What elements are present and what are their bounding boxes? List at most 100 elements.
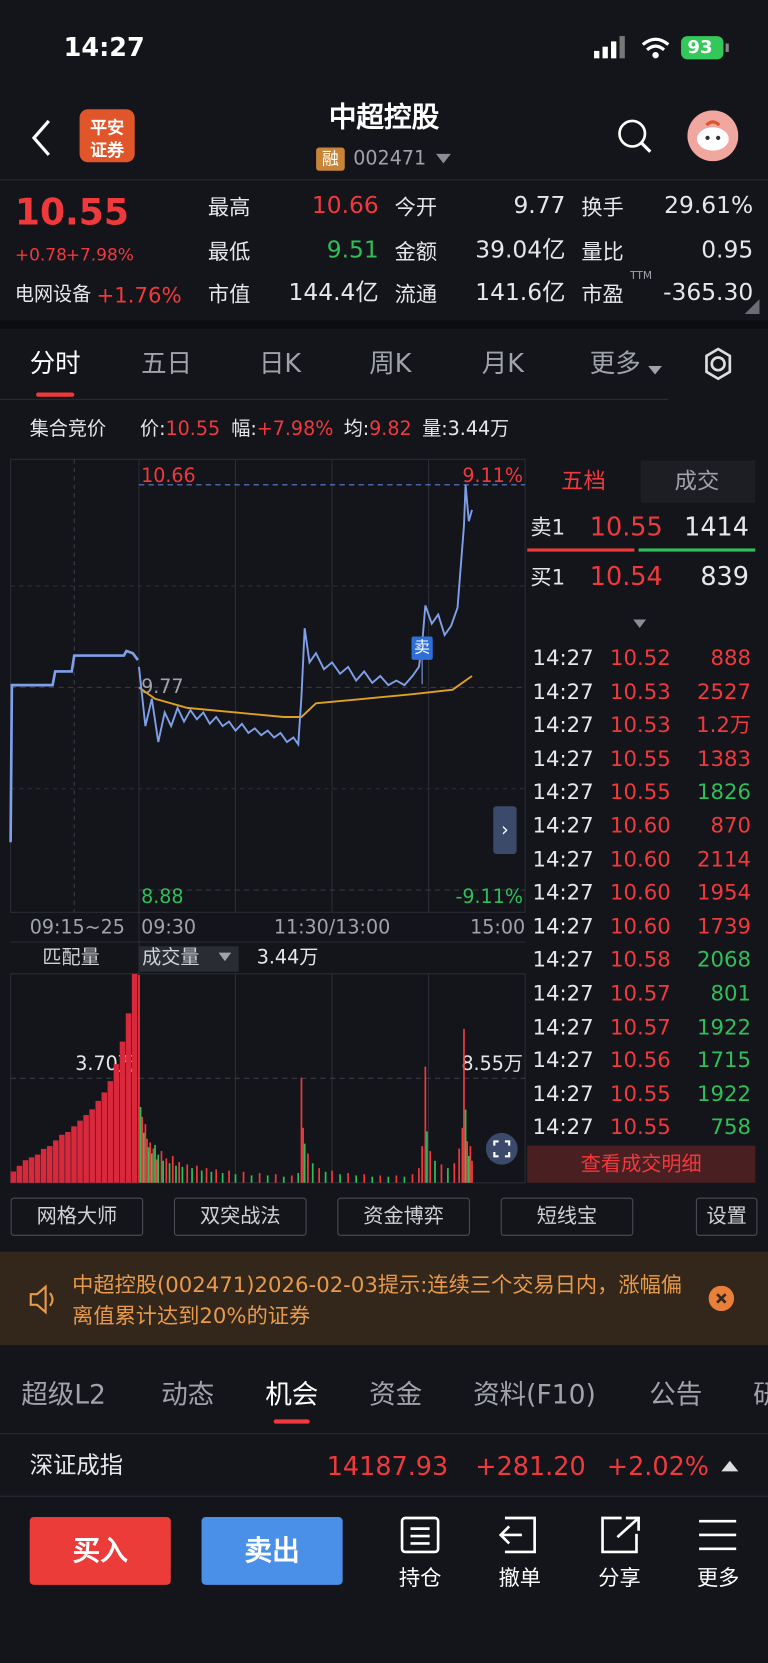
avatar[interactable]	[687, 110, 739, 162]
volume-bar	[307, 1153, 309, 1183]
volume-selector[interactable]	[138, 946, 239, 972]
period-tab[interactable]: 日K	[258, 348, 302, 379]
info-tab[interactable]: 公告	[649, 1379, 703, 1410]
stat-label: 市盈	[581, 281, 624, 307]
buy-label[interactable]: 买入	[72, 1535, 128, 1568]
trade-price: 10.52	[609, 644, 671, 671]
y-tick-label: 9.77	[141, 675, 183, 698]
info-tab[interactable]: 超级L2	[21, 1379, 106, 1410]
status-icons	[594, 36, 729, 60]
trade-price: 10.55	[609, 1114, 671, 1140]
tab-caret	[648, 360, 663, 375]
info-tab[interactable]: 资金	[369, 1379, 423, 1410]
divider	[0, 1433, 768, 1435]
volume-bar	[154, 1144, 156, 1183]
period-tab[interactable]: 周K	[369, 348, 412, 379]
info-tab[interactable]: 动态	[161, 1379, 215, 1410]
volume-bar	[250, 1175, 253, 1183]
auction-volume-bar	[119, 1041, 126, 1183]
trade-price: 10.56	[609, 1047, 671, 1073]
tool-button[interactable]	[695, 1197, 758, 1236]
info-tab[interactable]: 研	[753, 1379, 768, 1411]
volume-bar	[242, 1171, 245, 1183]
sell-label[interactable]: 卖出	[244, 1535, 300, 1568]
settings-button[interactable]	[700, 346, 736, 382]
auction-volume-bar	[40, 1148, 47, 1183]
expand-corner[interactable]	[744, 299, 760, 314]
tool-button[interactable]	[10, 1197, 144, 1236]
fullscreen-button[interactable]	[485, 1132, 518, 1165]
period-tab[interactable]: 五日	[141, 348, 193, 379]
tool-button[interactable]	[500, 1197, 634, 1236]
trade-volume: 1954	[697, 879, 752, 906]
book-tab[interactable]: 五档	[561, 468, 606, 494]
volume-bar	[150, 1153, 153, 1183]
trade-price: 10.57	[609, 980, 671, 1006]
volume-bar	[418, 1168, 420, 1183]
summary-value: 10.55	[165, 418, 221, 441]
nav-label[interactable]: 持仓	[398, 1564, 442, 1591]
period-tab[interactable]: 分时	[29, 348, 81, 379]
tool-label[interactable]: 网格大师	[36, 1204, 118, 1228]
volume-selector-label[interactable]: 成交量	[142, 946, 200, 969]
info-tab[interactable]: 资料(F10)	[473, 1379, 596, 1410]
nav-label[interactable]: 分享	[598, 1564, 641, 1591]
trade-volume: 1383	[697, 745, 752, 771]
trade-volume: 1739	[697, 913, 752, 939]
price-line	[138, 484, 473, 748]
volume-bar	[387, 1176, 390, 1183]
index-toggle[interactable]	[721, 1460, 739, 1473]
volume-bar	[440, 1164, 443, 1183]
volume-bar	[157, 1154, 160, 1183]
tool-button[interactable]	[173, 1197, 307, 1236]
tool-button[interactable]	[337, 1197, 470, 1236]
auction-volume-bar	[16, 1165, 23, 1183]
volume-bar	[139, 1107, 142, 1183]
more-caret	[648, 365, 662, 375]
trade-time: 14:27	[532, 946, 594, 973]
code-dropdown[interactable]	[435, 152, 452, 165]
notice-close[interactable]	[708, 1285, 735, 1312]
nav-label[interactable]: 撤单	[498, 1564, 542, 1591]
tool-label[interactable]: 短线宝	[536, 1204, 598, 1228]
volume-bar	[467, 1155, 470, 1183]
info-tab[interactable]: 机会	[265, 1379, 319, 1410]
trade-volume: 1922	[697, 1013, 752, 1040]
trade-time: 14:27	[532, 1114, 594, 1140]
tool-label[interactable]: 设置	[706, 1204, 747, 1228]
volume-bar	[434, 1160, 436, 1183]
battery-level: 93	[687, 36, 713, 59]
book-price: 10.54	[589, 561, 663, 592]
search-button[interactable]	[615, 117, 653, 155]
period-tab[interactable]: 月K	[481, 348, 524, 379]
average-line	[138, 675, 473, 718]
y-tick-label: 10.66	[141, 464, 196, 487]
buy-button[interactable]	[29, 1516, 171, 1585]
period-tab[interactable]: 更多	[589, 348, 641, 379]
auction-volume-bar	[65, 1131, 71, 1183]
book-side: 买1	[530, 564, 566, 590]
sell-button[interactable]	[201, 1516, 343, 1585]
trade-time: 14:27	[532, 745, 594, 771]
volume-bar	[363, 1174, 366, 1183]
volume-bar	[181, 1166, 184, 1183]
tool-label[interactable]: 双突战法	[199, 1204, 281, 1228]
detail-button-label[interactable]: 查看成交明细	[580, 1152, 702, 1177]
stat-value: 0.95	[701, 237, 754, 264]
volume-bar	[429, 1151, 432, 1183]
back-button[interactable]	[28, 117, 60, 159]
panel-toggle[interactable]: ›	[493, 806, 517, 854]
y-tick-label: 8.88	[141, 885, 183, 908]
volume-bar	[311, 1163, 314, 1183]
volume-bar	[426, 1131, 428, 1183]
sell-marker-label: 卖	[414, 638, 430, 657]
book-tab[interactable]: 成交	[674, 468, 720, 494]
stat-value: 141.6亿	[475, 279, 566, 307]
detail-button[interactable]	[527, 1145, 756, 1183]
volume-bar	[471, 1160, 473, 1183]
volume-bar	[339, 1174, 341, 1183]
tool-label[interactable]: 资金博弈	[363, 1204, 444, 1228]
trade-price: 10.53	[609, 678, 671, 704]
stat-label: 最低	[207, 238, 251, 265]
nav-label[interactable]: 更多	[696, 1564, 740, 1591]
